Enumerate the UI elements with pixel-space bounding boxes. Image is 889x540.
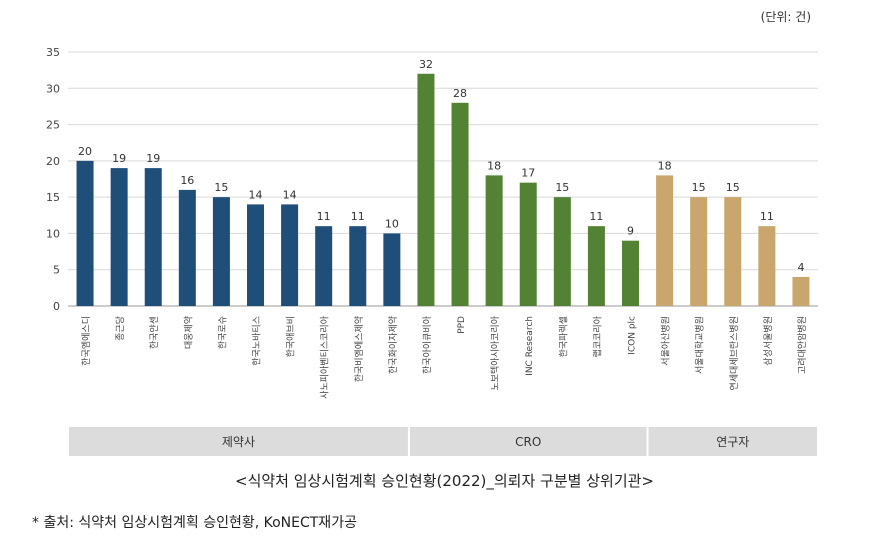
data-label: 20 [78,145,92,158]
bar [451,102,469,306]
data-label: 32 [419,58,433,71]
bar [519,182,537,306]
data-label: 14 [283,188,297,201]
source-note: * 출처: 식약처 임상시험계획 승인현황, KoNECT재가공 [32,515,357,531]
bar [622,240,639,306]
y-tick-label: 5 [53,264,60,277]
y-tick-label: 25 [46,119,60,132]
data-label: 4 [797,261,804,274]
x-category-label: 삼성서울병원 [763,316,774,366]
y-tick-label: 30 [46,82,60,95]
x-category-label: 한국얀센 [148,316,160,349]
data-label: 14 [249,188,263,201]
data-label: 28 [453,87,467,100]
x-category-label: 한국노바티스 [252,316,263,366]
x-category-label: 랩코코리아 [591,315,603,357]
x-category-label: 서울대학교병원 [695,316,706,374]
bar [349,226,367,306]
x-category-label: 서울아산병원 [661,316,672,366]
data-label: 10 [385,217,399,230]
group-band [409,427,647,456]
x-category-label: INC Research [525,316,535,376]
bar [553,197,571,306]
bar [76,160,94,306]
data-label: 16 [180,174,194,187]
bar-chart: 0 5 10 15 20 25 30 35 20 한국엠에스디 19 종근당 19 한국얀센 16 대웅제약 1… [46,46,818,456]
bar [144,168,162,306]
x-category-label: PPD [457,316,467,334]
x-category-label: 사노피아벤티스코리아 [320,315,331,399]
y-tick-label: 20 [46,155,60,168]
x-category-label: 노보텍아시아코리아 [490,315,501,390]
bar [724,197,742,306]
data-label: 11 [589,210,603,223]
group-label: 연구자 [716,435,749,449]
data-label: 19 [112,152,126,165]
bar [792,276,810,306]
bar [315,226,333,306]
x-category-label: 한국애브비 [286,316,297,357]
bar [110,168,128,306]
data-label: 15 [214,181,228,194]
data-label: 17 [521,167,535,180]
bar [758,226,776,306]
y-tick-label: 15 [46,191,60,204]
x-category-label: 한국비엠에스제약 [353,316,365,382]
y-tick-label: 10 [46,227,60,240]
bar [281,204,299,306]
group-label: 제약사 [222,434,255,449]
data-label: 19 [146,152,160,165]
bar [417,73,435,307]
data-label: 18 [487,159,501,172]
group-label: CRO [515,435,541,449]
x-category-label: 종근당 [115,316,126,341]
x-category-label: 한국로슈 [217,316,228,349]
bar [247,204,264,306]
bar [587,226,605,306]
y-tick-label: 0 [53,300,60,313]
data-label: 11 [351,210,365,223]
data-label: 15 [692,181,706,194]
x-category-label: 연세대세브란스병원 [728,316,740,391]
data-label: 9 [627,225,634,238]
data-label: 18 [658,159,672,172]
bar [690,197,708,306]
bar [485,175,503,306]
x-category-label: 고려대안암병원 [796,316,808,374]
x-category-label: 한국아이큐비아 [422,315,433,374]
x-category-label: 한국화이자제약 [387,316,399,374]
bar [656,175,674,306]
x-category-label: ICON plc [628,316,638,355]
data-label: 11 [760,210,774,223]
unit-label: (단위: 건) [760,10,811,24]
bar [383,233,401,306]
data-label: 15 [726,181,740,194]
x-category-label: 한국파렉셀 [558,316,569,357]
data-label: 15 [555,181,569,194]
chart-caption: <식약처 임상시험계획 승인현황(2022)_의뢰자 구분별 상위기관> [235,472,654,490]
bar [178,189,196,306]
group-band [648,427,817,456]
bar [212,197,230,306]
y-tick-label: 35 [46,46,60,59]
group-band [69,427,408,456]
x-category-label: 대웅제약 [182,316,194,349]
x-category-label: 한국엠에스디 [80,316,92,366]
data-label: 11 [317,210,331,223]
